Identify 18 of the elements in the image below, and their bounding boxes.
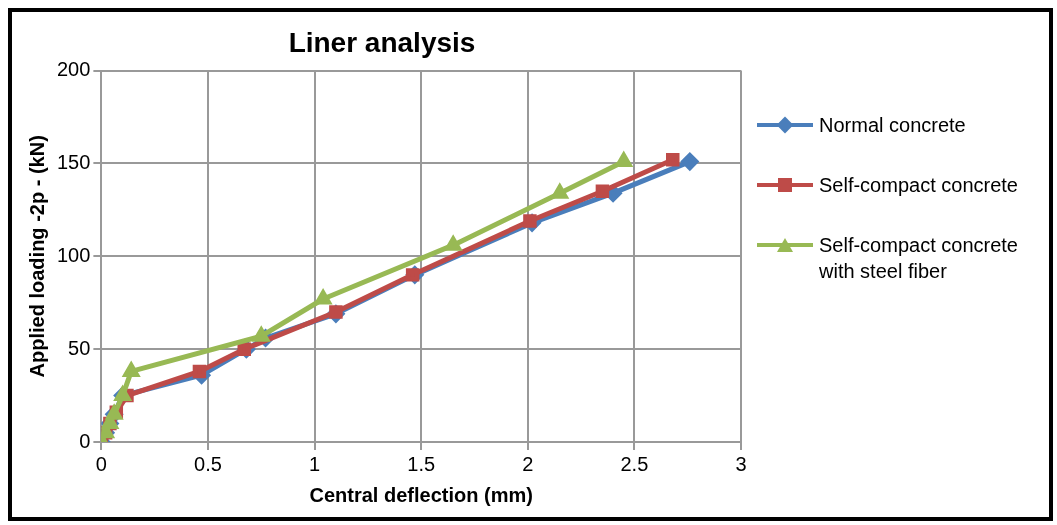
y-tick-label: 50 — [68, 336, 91, 359]
x-tick-label: 1.5 — [407, 452, 436, 475]
x-tick-label: 2 — [522, 452, 534, 475]
x-tick-label: 2.5 — [620, 452, 649, 475]
chart-title: Liner analysis — [288, 26, 476, 58]
legend-label: Normal concrete — [819, 113, 966, 138]
x-tick-label: 0 — [95, 452, 107, 475]
y-tick-label: 150 — [56, 150, 91, 173]
legend-label: Self-compact concrete — [819, 173, 1018, 198]
y-tick-label: 0 — [79, 429, 91, 452]
y-tick-label: 100 — [56, 243, 91, 266]
legend-label: Self-compact concrete with steel fiber — [819, 233, 1019, 284]
y-tick-label: 200 — [56, 58, 91, 81]
y-axis-title: Applied loading -2p - (kN) — [25, 135, 48, 378]
x-axis-title: Central deflection (mm) — [309, 483, 533, 506]
x-tick-label: 3 — [735, 452, 747, 475]
x-tick-label: 0.5 — [194, 452, 222, 475]
x-tick-label: 1 — [309, 452, 321, 475]
